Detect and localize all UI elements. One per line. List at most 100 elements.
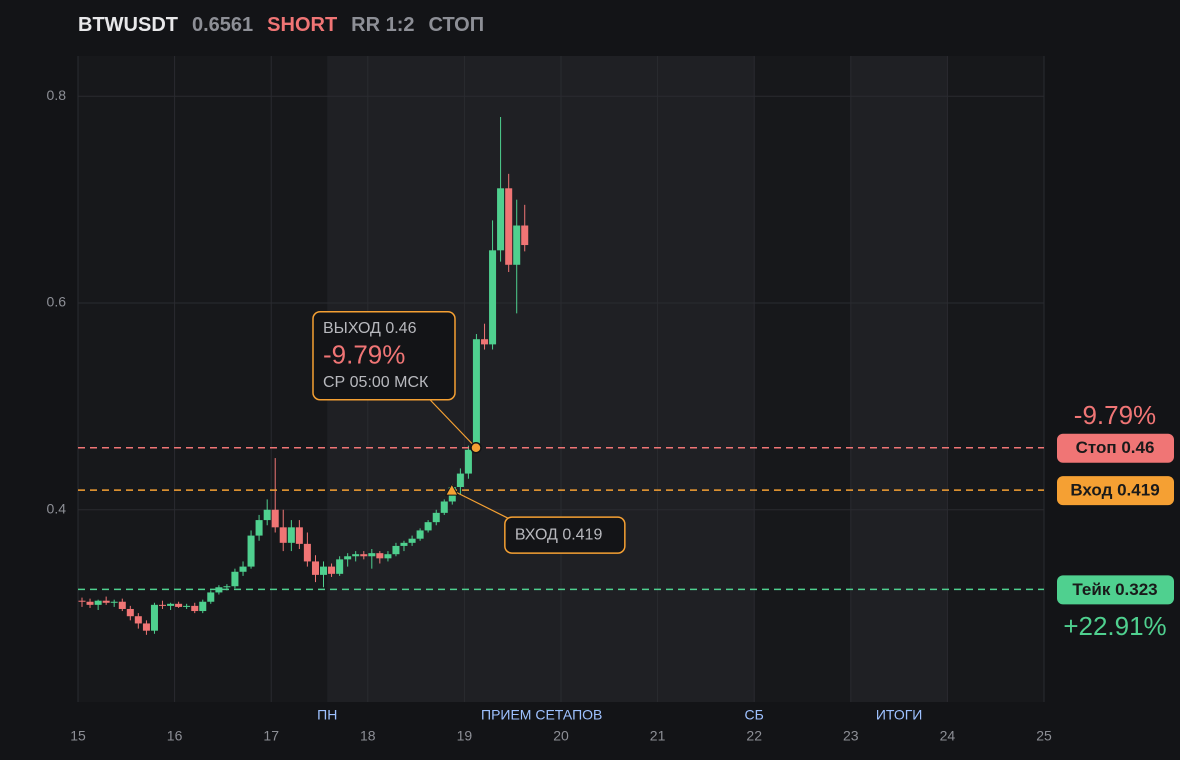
status: СТОП <box>428 14 485 36</box>
candle-body <box>94 600 102 605</box>
take-pct: +22.91% <box>1063 611 1166 641</box>
entry-box <box>504 516 626 554</box>
candle-body <box>295 527 303 544</box>
candle-body <box>86 601 94 605</box>
candle-body <box>142 623 150 631</box>
candle-body <box>271 509 279 528</box>
candle-body <box>287 527 295 543</box>
symbol: BTWUSDT <box>78 14 178 36</box>
candle-body <box>472 339 480 450</box>
rr: RR 1:2 <box>351 14 415 36</box>
candle-body <box>279 527 287 543</box>
candle-body <box>320 566 328 575</box>
candle-body <box>175 603 183 607</box>
exit-pct: -9.79% <box>323 340 405 370</box>
level-pill <box>1057 575 1174 605</box>
x-tick-label: 23 <box>843 728 859 744</box>
candle-body <box>489 250 497 345</box>
level-label: Тейк 0.323 <box>1072 580 1157 599</box>
candle-body <box>505 188 513 265</box>
candle-body <box>150 604 158 631</box>
session-shade <box>850 56 948 702</box>
y-tick-label: 0.8 <box>47 87 67 103</box>
candle-body <box>102 600 110 603</box>
candle-body <box>158 604 166 606</box>
session-label: ПН <box>317 707 337 723</box>
exit-time: СР 05:00 МСК <box>323 374 429 391</box>
candle-body <box>336 559 344 574</box>
candle-body <box>384 554 392 559</box>
x-tick-label: 25 <box>1036 728 1052 744</box>
stop-pct: -9.79% <box>1074 400 1156 430</box>
candle-body <box>481 339 489 345</box>
y-tick-label: 0.6 <box>47 294 67 310</box>
x-tick-label: 19 <box>457 728 473 744</box>
x-tick-label: 15 <box>70 728 86 744</box>
header: BTWUSDT 0.6561 SHORT RR 1:2 СТОП <box>78 14 484 37</box>
x-tick-label: 18 <box>360 728 376 744</box>
session-label: СБ <box>745 707 764 723</box>
exit-marker <box>470 441 482 454</box>
candle-body <box>199 601 207 612</box>
candle-body <box>497 188 505 251</box>
candle-body <box>360 554 368 557</box>
candle-body <box>408 538 416 543</box>
exit-title: ВЫХОД 0.46 <box>323 320 417 337</box>
candle-body <box>311 561 319 575</box>
candle-body <box>368 553 376 557</box>
level-label: Стоп 0.46 <box>1076 438 1155 457</box>
candle-body <box>416 530 424 539</box>
candle-body <box>134 616 142 624</box>
candle-body <box>464 449 472 474</box>
candle-body <box>513 225 521 265</box>
candle-body <box>247 535 255 567</box>
candle-body <box>191 605 199 612</box>
x-tick-label: 16 <box>167 728 183 744</box>
candle-body <box>328 566 336 574</box>
candle-body <box>424 522 432 531</box>
candle-body <box>440 501 448 513</box>
candle-body <box>344 556 352 560</box>
candle-body <box>110 601 118 603</box>
level-pill <box>1057 433 1174 463</box>
candle-body <box>400 542 408 546</box>
x-tick-label: 17 <box>263 728 279 744</box>
y-tick-label: 0.4 <box>47 500 67 516</box>
candle-body <box>78 600 86 602</box>
candle-body <box>239 566 247 572</box>
x-tick-label: 21 <box>650 728 666 744</box>
candle-body <box>255 520 263 536</box>
entry-marker <box>444 483 459 496</box>
session-label: ПРИЕМ СЕТАПОВ <box>481 707 602 723</box>
candle-body <box>376 553 384 559</box>
level-label: Вход 0.419 <box>1070 481 1159 500</box>
candle-body <box>352 554 360 557</box>
candle-body <box>456 473 464 488</box>
candle-body <box>118 601 126 609</box>
price: 0.6561 <box>191 14 254 36</box>
entry-connector <box>451 489 511 520</box>
candle-body <box>231 571 239 587</box>
candle-body <box>263 509 271 521</box>
entry-label: ВХОД 0.419 <box>515 526 603 543</box>
exit-box <box>312 310 456 401</box>
candle-body <box>126 608 134 617</box>
level-pill <box>1057 476 1174 506</box>
candle-body <box>167 603 175 606</box>
candle-body <box>392 545 400 555</box>
candle-body <box>215 587 223 593</box>
candle-body <box>207 592 215 602</box>
candle-body <box>303 543 311 562</box>
session-label: ИТОГИ <box>876 707 923 723</box>
x-tick-label: 20 <box>553 728 569 744</box>
x-tick-label: 24 <box>940 728 956 744</box>
x-tick-label: 22 <box>746 728 762 744</box>
candle-body <box>183 605 191 607</box>
candle-body <box>223 586 231 588</box>
candle-body <box>521 225 529 246</box>
exit-connector <box>429 399 477 449</box>
candle-body <box>432 512 440 523</box>
side: SHORT <box>267 14 338 36</box>
